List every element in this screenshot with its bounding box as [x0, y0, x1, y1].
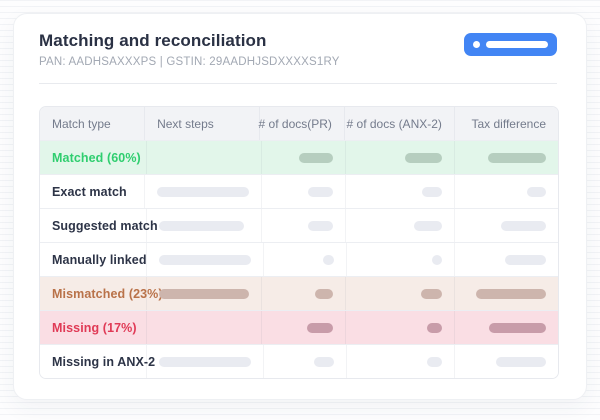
next_steps-cell [147, 209, 263, 242]
skeleton-pill [496, 356, 546, 367]
docs_pr-cell [262, 277, 347, 310]
tax_difference-cell [455, 243, 558, 276]
tax_difference-cell [455, 141, 558, 174]
match-type-cell: Missing in ANX-2 [40, 345, 155, 378]
tax_difference-cell [455, 277, 558, 310]
next_steps-cell [147, 311, 263, 344]
table-row[interactable]: Exact match [40, 174, 558, 208]
docs_anx2-cell [346, 277, 455, 310]
skeleton-pill [159, 288, 249, 299]
skeleton-pill [501, 220, 546, 231]
page-title: Matching and reconciliation [39, 31, 267, 50]
table-row[interactable]: Manually linked [40, 242, 558, 276]
skeleton-pill [314, 356, 335, 367]
docs_pr-cell [262, 311, 347, 344]
docs_pr-cell [262, 175, 347, 208]
skeleton-pill [159, 254, 251, 265]
docs_anx2-cell [347, 345, 456, 378]
table-row[interactable]: Mismatched (23%) [40, 276, 558, 310]
match-type-cell: Missing (17%) [40, 311, 147, 344]
reconciliation-table: Match type Next steps # of docs(PR) # of do… [39, 106, 559, 379]
skeleton-pill [159, 356, 251, 367]
skeleton-pill [476, 288, 546, 299]
button-dot-icon [473, 41, 480, 48]
skeleton-pill [426, 322, 442, 333]
table-row[interactable]: Matched (60%) [40, 140, 558, 174]
table-header-row: Match type Next steps # of docs(PR) # of do… [40, 107, 558, 140]
match-type-cell: Exact match [40, 175, 146, 208]
docs_pr-cell [264, 345, 348, 378]
docs_pr-cell [264, 243, 348, 276]
next_steps-cell [147, 277, 263, 310]
skeleton-pill [488, 152, 546, 163]
header-divider [39, 83, 557, 84]
column-header-next_steps: Next steps [145, 107, 260, 140]
column-header-docs_anx2: # of docs (ANX-2) [345, 107, 455, 140]
skeleton-pill [157, 186, 250, 197]
pan-gstin-subtitle: PAN: AADHSAXXXPS | GSTIN: 29AADHJSDXXXXS… [39, 56, 340, 68]
skeleton-pill [159, 220, 244, 231]
next_steps-cell [145, 175, 263, 208]
skeleton-pill [427, 356, 443, 367]
skeleton-pill [308, 220, 334, 231]
docs_anx2-cell [346, 311, 455, 344]
skeleton-pill [404, 152, 442, 163]
skeleton-pill [299, 152, 334, 163]
skeleton-pill [489, 322, 546, 333]
docs_anx2-cell [347, 243, 456, 276]
table-body: Matched (60%) Exact match Suggested match M… [40, 140, 558, 378]
skeleton-pill [308, 186, 334, 197]
header-text-block: Matching and reconciliation PAN: AADHSAX… [39, 31, 340, 68]
docs_pr-cell [262, 209, 347, 242]
match-type-cell: Manually linked [40, 243, 147, 276]
docs_anx2-cell [346, 141, 455, 174]
skeleton-pill [307, 322, 334, 333]
docs_anx2-cell [346, 209, 455, 242]
skeleton-pill [413, 220, 442, 231]
match-type-cell: Matched (60%) [40, 141, 147, 174]
tax_difference-cell [455, 345, 558, 378]
match-type-cell: Suggested match [40, 209, 158, 242]
skeleton-pill [323, 254, 335, 265]
card-header: Matching and reconciliation PAN: AADHSAX… [14, 14, 586, 68]
header-action-button[interactable] [464, 33, 557, 56]
table-row[interactable]: Missing in ANX-2 [40, 344, 558, 378]
table-row[interactable]: Missing (17%) [40, 310, 558, 344]
skeleton-pill [505, 254, 546, 265]
next_steps-cell [147, 141, 263, 174]
next_steps-cell [147, 345, 264, 378]
match-type-cell: Mismatched (23%) [40, 277, 163, 310]
docs_pr-cell [262, 141, 347, 174]
button-label-skeleton [486, 41, 548, 48]
tax_difference-cell [455, 209, 558, 242]
next_steps-cell [147, 243, 264, 276]
skeleton-pill [420, 288, 442, 299]
tax_difference-cell [455, 311, 558, 344]
table-row[interactable]: Suggested match [40, 208, 558, 242]
skeleton-pill [527, 186, 546, 197]
column-header-docs_pr: # of docs(PR) [259, 107, 345, 140]
skeleton-pill [421, 186, 442, 197]
skeleton-pill [432, 254, 443, 265]
column-header-match_type: Match type [40, 107, 146, 140]
column-header-tax_difference: Tax difference [471, 116, 547, 131]
skeleton-pill [315, 288, 334, 299]
tax_difference-cell [455, 175, 558, 208]
docs_anx2-cell [346, 175, 455, 208]
reconciliation-card: Matching and reconciliation PAN: AADHSAX… [13, 13, 587, 400]
